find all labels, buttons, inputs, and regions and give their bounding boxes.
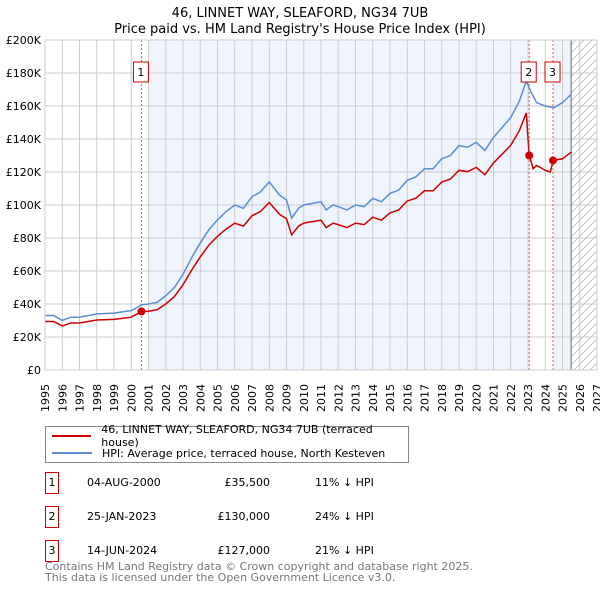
legend: 46, LINNET WAY, SLEAFORD, NG34 7UB (terr… (45, 423, 409, 463)
sale-price: £130,000 (217, 510, 271, 523)
y-tick-label: £160K (6, 100, 42, 113)
x-tick-label: 2012 (332, 384, 345, 412)
x-tick-label: 2010 (298, 384, 311, 412)
plot-border (44, 39, 598, 371)
sale-point (549, 156, 558, 165)
hpi-line (45, 79, 572, 322)
x-tick-label: 2019 (453, 384, 466, 412)
sale-date: 04-AUG-2000 (87, 476, 161, 489)
x-tick-label: 2021 (488, 384, 501, 412)
legend-swatch (52, 435, 92, 437)
sale-marker-label: 2 (45, 506, 59, 528)
x-tick-label: 2004 (194, 384, 207, 412)
x-tick-label: 2023 (522, 384, 535, 412)
y-tick-label: £60K (13, 265, 42, 278)
x-tick-label: 2016 (401, 384, 414, 412)
sale-row: 2 25-JAN-2023 £130,000 24% ↓ HPI (45, 506, 445, 528)
legend-label: HPI: Average price, terraced house, Nort… (102, 446, 386, 460)
x-tick-label: 2006 (229, 384, 242, 412)
x-tick-label: 2027 (591, 384, 600, 412)
footer-copyright: Contains HM Land Registry data © Crown c… (45, 560, 473, 573)
sale-price: £35,500 (224, 476, 271, 489)
property-price-line (45, 112, 572, 327)
x-tick-label: 2005 (212, 384, 225, 412)
y-tick-label: £80K (13, 232, 42, 245)
footer-licence: This data is licensed under the Open Gov… (45, 571, 396, 584)
sale-point (525, 151, 534, 160)
sale-hpi-delta: 24% ↓ HPI (315, 510, 374, 523)
x-tick-label: 2025 (557, 384, 570, 412)
x-tick-label: 2001 (143, 384, 156, 412)
x-tick-label: 2011 (315, 384, 328, 412)
y-tick-label: £120K (6, 166, 42, 179)
plot-area: 1995 1996 1997 1998 1999 2000 2001 2002 2003 2004… (6, 34, 600, 412)
y-tick-label: £40K (13, 298, 42, 311)
legend-item-property: 46, LINNET WAY, SLEAFORD, NG34 7UB (terr… (52, 423, 408, 449)
x-tick-label: 2020 (470, 384, 483, 412)
x-tick-label: 2008 (263, 384, 276, 412)
x-tick-label: 2026 (574, 384, 587, 412)
y-tick-label: £200K (6, 34, 42, 47)
x-tick-label: 2014 (367, 384, 380, 412)
y-tick-label: £140K (6, 133, 42, 146)
x-tick-label: 2009 (281, 384, 294, 412)
chart-subtitle: Price paid vs. HM Land Registry's House … (114, 22, 486, 37)
sale-marker-box (520, 61, 537, 83)
x-tick-label: 1997 (74, 384, 87, 412)
sale-marker-box (132, 61, 149, 83)
sale-row: 3 14-JUN-2024 £127,000 21% ↓ HPI (45, 540, 445, 562)
x-tick-label: 1998 (91, 384, 104, 412)
sale-price: £127,000 (217, 544, 271, 557)
x-tick-label: 1996 (56, 384, 69, 412)
legend-swatch (52, 452, 92, 454)
sale-hpi-delta: 21% ↓ HPI (315, 544, 374, 557)
chart-title: 46, LINNET WAY, SLEAFORD, NG34 7UB (171, 6, 429, 21)
x-tick-label: 2003 (177, 384, 190, 412)
y-tick-label: £20K (13, 331, 42, 344)
sale-marker-label: 1 (45, 472, 59, 494)
x-tick-label: 2018 (436, 384, 449, 412)
sale-marker-box (544, 61, 561, 83)
sale-marker-label: 3 (549, 66, 556, 79)
sale-marker-label: 3 (45, 540, 59, 562)
sale-point (137, 307, 146, 316)
y-tick-label: £100K (6, 199, 42, 212)
x-tick-label: 1995 (39, 384, 52, 412)
sale-marker-label: 2 (525, 66, 532, 79)
sale-date: 14-JUN-2024 (87, 544, 158, 557)
x-tick-label: 2013 (350, 384, 363, 412)
y-tick-label: £0 (27, 364, 41, 377)
sale-hpi-delta: 11% ↓ HPI (315, 476, 374, 489)
x-tick-label: 2017 (419, 384, 432, 412)
sale-row: 1 04-AUG-2000 £35,500 11% ↓ HPI (45, 472, 445, 494)
x-tick-label: 1999 (108, 384, 121, 412)
x-tick-label: 2002 (160, 384, 173, 412)
legend-item-hpi: HPI: Average price, terraced house, Nort… (52, 445, 385, 461)
x-tick-label: 2024 (539, 384, 552, 412)
legend-label: 46, LINNET WAY, SLEAFORD, NG34 7UB (terr… (101, 423, 373, 449)
x-tick-label: 2000 (125, 384, 138, 412)
y-tick-label: £180K (6, 67, 42, 80)
x-tick-label: 2007 (246, 384, 259, 412)
sale-marker-label: 1 (137, 66, 144, 79)
x-tick-label: 2022 (505, 384, 518, 412)
x-tick-label: 2015 (384, 384, 397, 412)
sale-date: 25-JAN-2023 (87, 510, 157, 523)
